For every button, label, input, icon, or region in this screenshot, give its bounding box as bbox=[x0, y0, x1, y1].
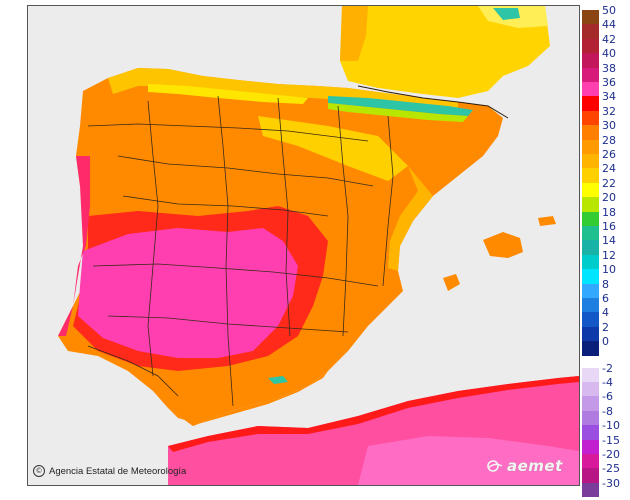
legend-swatch bbox=[582, 468, 599, 483]
legend-label: 0 bbox=[602, 335, 609, 349]
legend-swatch bbox=[582, 82, 599, 97]
legend-label: 2 bbox=[602, 320, 609, 334]
legend-label: 16 bbox=[602, 220, 616, 233]
cantabrian-mountains bbox=[148, 84, 308, 104]
legend-swatch bbox=[582, 254, 599, 270]
legend-swatch bbox=[582, 182, 599, 198]
aemet-logo-icon bbox=[487, 460, 503, 472]
legend-swatch bbox=[582, 53, 599, 68]
legend-label: 28 bbox=[602, 133, 616, 147]
legend-swatch bbox=[582, 382, 599, 397]
pyrenees-green-fringe bbox=[328, 103, 468, 122]
legend-label: 34 bbox=[602, 90, 616, 104]
legend-swatch bbox=[582, 312, 599, 327]
legend-label: 14 bbox=[602, 234, 616, 248]
legend-swatch bbox=[582, 96, 599, 111]
legend-label: -4 bbox=[602, 376, 613, 389]
sierra-nevada-cold bbox=[268, 376, 288, 384]
legend-label: -15 bbox=[602, 433, 620, 447]
legend-label: 44 bbox=[602, 18, 616, 32]
legend-swatch bbox=[582, 110, 599, 126]
alps-cold-patch bbox=[493, 8, 520, 20]
regional-borders bbox=[87, 95, 394, 407]
legend-label: 18 bbox=[602, 205, 616, 219]
legend-label: 10 bbox=[602, 263, 616, 277]
legend-swatch bbox=[582, 197, 599, 212]
legend-swatch bbox=[582, 367, 599, 382]
color-legend: 50 44 42 40 38 36 34 32 30 28 26 24 22 20 18 16 14 12 10 8 6… bbox=[582, 5, 628, 498]
legend-label: -10 bbox=[602, 419, 620, 433]
ibiza-island bbox=[443, 274, 460, 291]
legend-swatch bbox=[582, 38, 599, 54]
legend-swatch bbox=[582, 240, 599, 255]
legend-label: 38 bbox=[602, 61, 616, 75]
legend-swatch bbox=[582, 396, 599, 411]
copyright-icon: © bbox=[33, 465, 45, 477]
france-warm-strip bbox=[340, 6, 368, 61]
legend-label: 20 bbox=[602, 191, 616, 205]
legend-swatch bbox=[582, 298, 599, 313]
legend-swatch bbox=[582, 482, 599, 498]
france-landmass bbox=[340, 6, 550, 98]
legend-swatch bbox=[582, 283, 599, 298]
legend-swatch bbox=[582, 67, 599, 82]
aemet-logo: aemet bbox=[486, 456, 563, 476]
legend-label: -20 bbox=[602, 448, 620, 461]
mallorca-island bbox=[483, 232, 523, 258]
legend-swatch bbox=[582, 269, 599, 284]
map-canvas bbox=[28, 6, 579, 485]
legend-label: -25 bbox=[602, 462, 620, 476]
legend-swatch bbox=[582, 125, 599, 140]
legend-swatch bbox=[582, 425, 599, 440]
pyrenees-cold-band bbox=[328, 96, 473, 116]
southwest-hottest-zone bbox=[78, 228, 298, 358]
legend-label: 24 bbox=[602, 162, 616, 176]
aemet-logo-text: aemet bbox=[507, 457, 563, 475]
legend-swatch bbox=[582, 211, 599, 226]
legend-swatch bbox=[582, 454, 599, 469]
legend-swatch bbox=[582, 341, 599, 356]
legend-swatch bbox=[582, 10, 599, 25]
legend-label: 8 bbox=[602, 277, 609, 291]
africa-cooler-patch bbox=[358, 436, 579, 485]
legend-label: -30 bbox=[602, 476, 620, 490]
mediterranean-coast bbox=[388, 166, 433, 271]
country-border bbox=[357, 85, 509, 119]
legend-label: -2 bbox=[602, 361, 613, 375]
legend-swatch bbox=[582, 139, 599, 154]
legend-label: 22 bbox=[602, 176, 616, 190]
legend-swatch bbox=[582, 410, 599, 426]
legend-label: -6 bbox=[602, 390, 613, 404]
legend-label: 36 bbox=[602, 76, 616, 89]
legend-label: -8 bbox=[602, 404, 613, 418]
legend-label: 42 bbox=[602, 32, 616, 46]
legend-label: 50 bbox=[602, 4, 616, 17]
africa-coast-red bbox=[168, 376, 579, 452]
credit-line: © Agencia Estatal de Meteorología bbox=[33, 464, 186, 478]
legend-swatch bbox=[582, 24, 599, 39]
legend-swatch bbox=[582, 326, 599, 342]
agency-credit: Agencia Estatal de Meteorología bbox=[49, 465, 187, 477]
temperature-map bbox=[27, 5, 580, 486]
legend-label: 12 bbox=[602, 248, 616, 262]
portugal-coast-hot bbox=[58, 156, 90, 336]
legend-label: 26 bbox=[602, 148, 616, 161]
legend-swatch bbox=[582, 168, 599, 183]
legend-label: 4 bbox=[602, 306, 609, 320]
legend-label: 32 bbox=[602, 104, 616, 118]
legend-swatch bbox=[582, 226, 599, 241]
legend-label: 6 bbox=[602, 292, 609, 305]
menorca-island bbox=[538, 216, 556, 226]
legend-swatch bbox=[582, 154, 599, 169]
legend-swatch bbox=[582, 439, 599, 454]
legend-label: 40 bbox=[602, 47, 616, 61]
legend-label: 30 bbox=[602, 119, 616, 133]
